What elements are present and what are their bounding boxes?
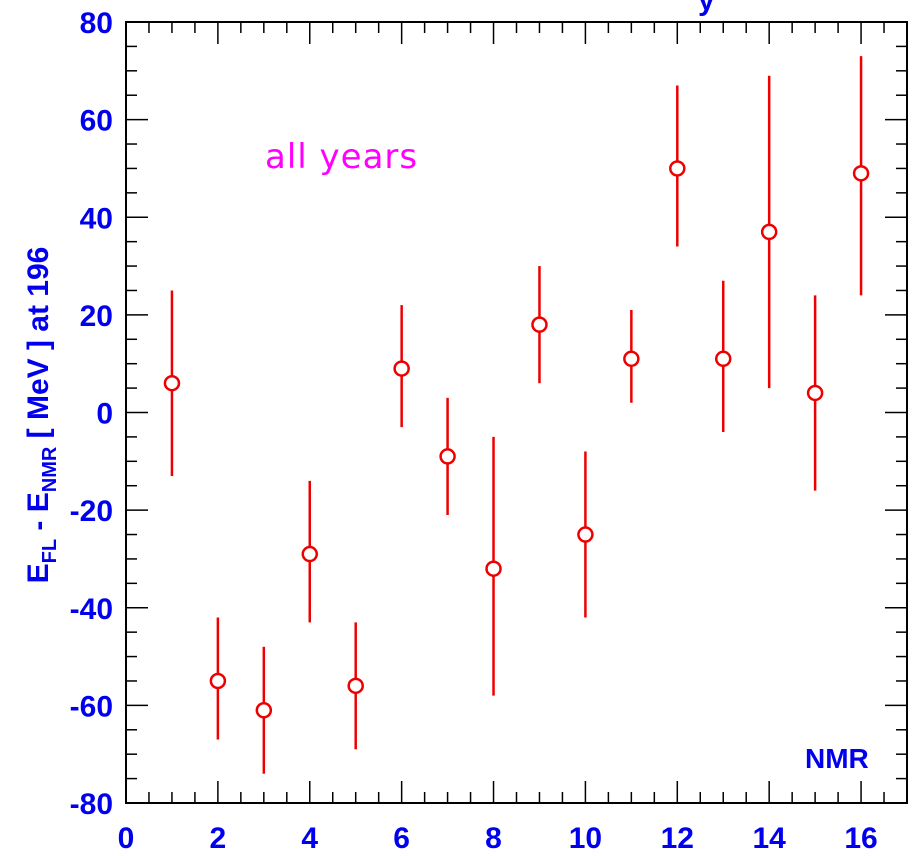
point-marker (301, 545, 319, 563)
data-points (163, 56, 870, 774)
point-marker (209, 672, 227, 690)
data-point (577, 451, 594, 618)
y-label-rest: [ MeV ] at 196 (22, 247, 55, 447)
data-point (714, 280, 732, 433)
data-point (669, 85, 686, 247)
data-point (485, 436, 502, 696)
point-marker (255, 702, 273, 719)
point-marker (577, 526, 594, 543)
corner-label-nmr: NMR (805, 743, 869, 774)
x-tick-label: 14 (752, 822, 786, 855)
data-point (301, 480, 319, 623)
y-tick-label: -40 (70, 593, 113, 626)
data-point (209, 617, 227, 740)
x-tick-label: 10 (569, 822, 602, 855)
data-point (393, 305, 410, 428)
plot-frame (125, 21, 908, 804)
point-marker (531, 316, 548, 333)
y-label-e2: - E (22, 492, 55, 539)
point-marker (485, 560, 502, 577)
y-tick-label: -20 (70, 495, 113, 528)
x-tick-label: 2 (210, 822, 227, 855)
data-point (163, 290, 181, 476)
y-tick-label: 20 (80, 300, 113, 333)
x-tick-label: 8 (485, 822, 502, 855)
annotation-all-years: all years (265, 137, 418, 177)
y-axis-label: EFL - ENMR [ MeV ] at 196 (22, 247, 61, 584)
point-marker (393, 360, 410, 377)
axis-tick-labels: 0 2 4 6 8 10 12 14 16 -80 -60 -40 -20 0 20 40 60 80 (70, 7, 878, 855)
point-marker (623, 350, 640, 368)
data-point (852, 56, 870, 296)
point-marker (347, 677, 364, 695)
x-tick-label: 12 (661, 822, 694, 855)
point-marker (439, 448, 456, 465)
data-point (531, 266, 548, 384)
y-label-sub-fl: FL (39, 539, 61, 563)
point-marker (163, 374, 181, 392)
y-tick-label: -60 (70, 690, 113, 723)
top-title-fragment: y (698, 0, 715, 17)
x-tick-label: 4 (301, 822, 318, 855)
point-marker (714, 350, 732, 368)
point-marker (669, 160, 686, 177)
axis-ticks (125, 21, 908, 804)
point-marker (852, 165, 870, 182)
x-tick-label: 0 (118, 822, 135, 855)
y-tick-label: -80 (70, 788, 113, 821)
point-marker (760, 223, 778, 241)
data-point (760, 75, 778, 389)
x-tick-label: 6 (393, 822, 410, 855)
data-point (623, 309, 640, 403)
y-tick-label: 60 (80, 105, 113, 138)
data-point (806, 295, 824, 491)
y-label-sub-nmr: NMR (39, 446, 61, 492)
data-point (347, 622, 364, 750)
point-marker (806, 384, 824, 402)
y-tick-label: 40 (80, 202, 113, 235)
data-point (439, 397, 456, 516)
x-tick-label: 16 (844, 822, 877, 855)
y-tick-label: 0 (96, 398, 113, 431)
y-tick-label: 80 (80, 7, 113, 40)
data-point (255, 646, 273, 774)
y-label-e1: E (22, 563, 55, 583)
